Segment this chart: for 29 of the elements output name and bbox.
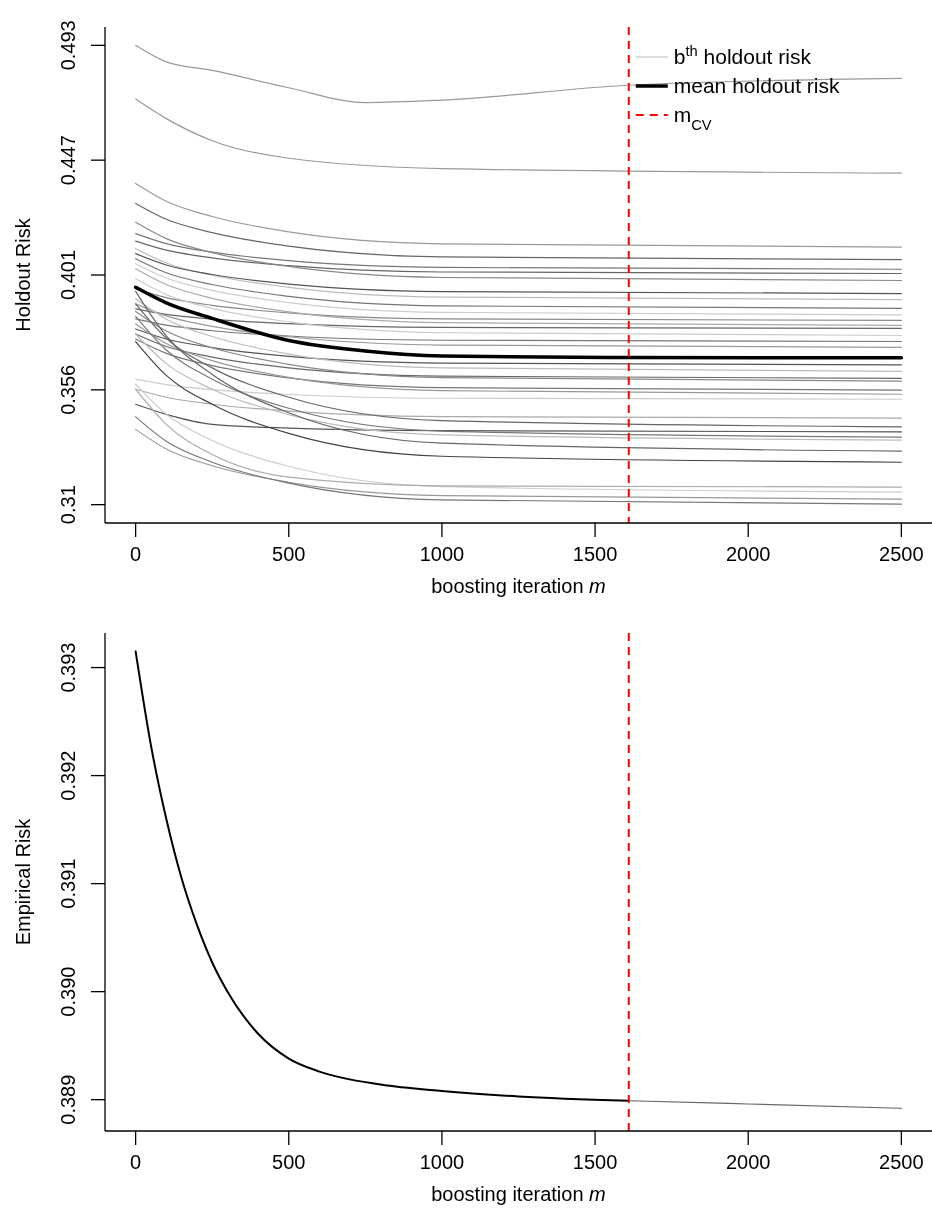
y-tick-label: 0.447 bbox=[57, 135, 79, 186]
x-axis-title: boosting iteration m bbox=[431, 1183, 606, 1205]
x-tick-label: 2500 bbox=[879, 1151, 924, 1173]
ref-line-label: m$_{CV}$ bbox=[673, 103, 712, 133]
y-tick-label: 0.356 bbox=[57, 364, 79, 415]
y-tick-label: 0.392 bbox=[57, 750, 79, 801]
y-tick-label: 0.393 bbox=[57, 642, 79, 693]
x-tick-label: 1000 bbox=[419, 543, 465, 565]
y-tick-label: 0.493 bbox=[57, 20, 79, 71]
y-axis-title: Holdout Risk bbox=[12, 217, 34, 332]
x-tick-label: 500 bbox=[272, 1151, 306, 1173]
x-tick-label: 1000 bbox=[419, 1151, 465, 1173]
y-tick-label: 0.391 bbox=[57, 858, 79, 909]
x-tick-label: 2000 bbox=[725, 543, 771, 565]
y-tick-label: 0.389 bbox=[57, 1074, 79, 1125]
x-axis-title: boosting iteration m bbox=[431, 575, 606, 597]
y-axis-title: Empirical Risk bbox=[12, 817, 34, 946]
legend-label: mean holdout risk bbox=[673, 74, 841, 97]
x-tick-label: 1500 bbox=[572, 543, 618, 565]
y-tick-label: 0.31 bbox=[57, 485, 79, 525]
x-tick-label: 2500 bbox=[879, 543, 924, 565]
x-tick-label: 0 bbox=[130, 543, 142, 565]
y-tick-label: 0.390 bbox=[57, 966, 79, 1017]
x-tick-label: 500 bbox=[272, 543, 306, 565]
x-tick-label: 1500 bbox=[572, 1151, 618, 1173]
x-tick-label: 0 bbox=[130, 1151, 142, 1173]
x-tick-label: 2000 bbox=[725, 1151, 771, 1173]
y-tick-label: 0.401 bbox=[57, 249, 79, 301]
legend-label: b$^{th}$ holdout risk bbox=[673, 43, 812, 68]
